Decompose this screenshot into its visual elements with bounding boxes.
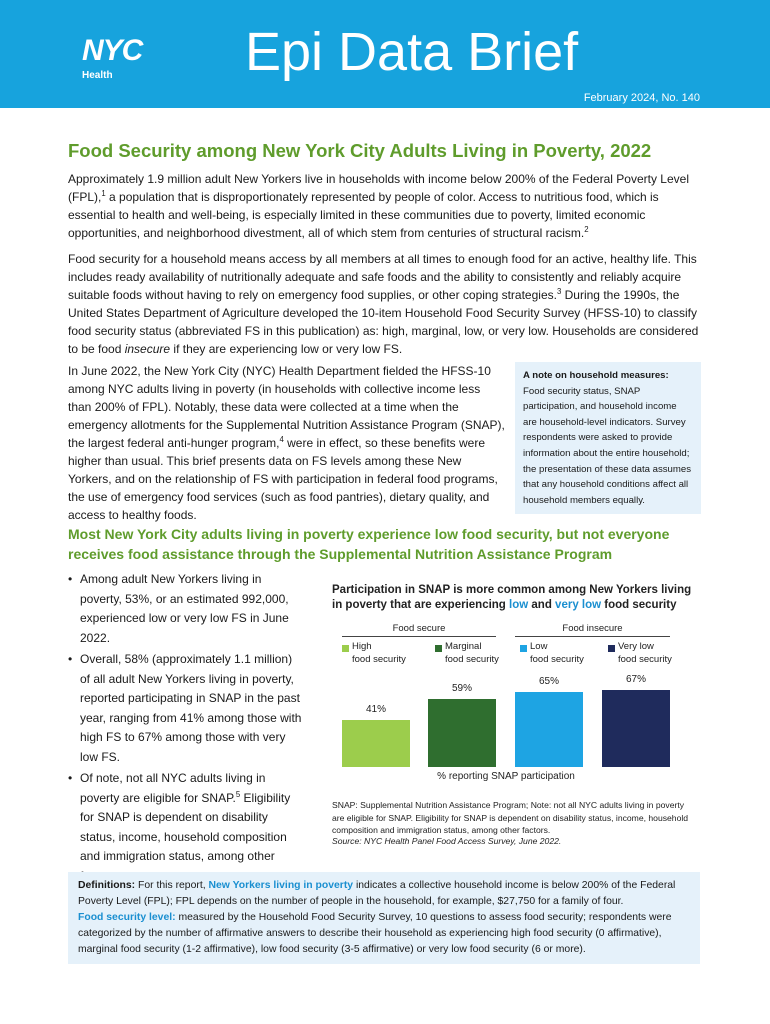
value-label: 41% <box>365 703 386 715</box>
note-title: A note on household measures: <box>523 370 669 381</box>
text-run: insecure <box>124 342 171 356</box>
header-band <box>0 0 770 108</box>
definition: Food security level: measured by the Hou… <box>78 910 690 958</box>
brief-title: Epi Data Brief <box>245 22 579 82</box>
bar <box>602 689 670 767</box>
text-run: For this report, <box>135 880 209 891</box>
legend-label: Low food security <box>530 641 584 665</box>
text-run: Approximately 1.9 million adult New York… <box>68 172 689 204</box>
issue-date: February 2024, No. 140 <box>583 92 700 104</box>
legend-label: Marginal food security <box>445 641 499 665</box>
text-run: Eligibility for SNAP is dependent on dis… <box>80 790 291 883</box>
value-label: 67% <box>625 673 646 685</box>
text-run: During the 1990s, the United States Depa… <box>68 288 699 356</box>
footnote-ref: 1 <box>101 189 106 198</box>
paragraph: In June 2022, the New York City (NYC) He… <box>68 362 506 524</box>
chart: Participation in SNAP is more common amo… <box>318 583 700 858</box>
logo-subtitle: Health <box>82 70 113 81</box>
document-title: Food Security among New York City Adults… <box>68 140 652 161</box>
bullet: Among adult New Yorkers living in povert… <box>68 570 304 648</box>
text-run: Food security level: <box>78 912 176 923</box>
text-run: Among adult New Yorkers living in povert… <box>80 572 289 645</box>
bullet: Overall, 58% (approximately 1.1 million)… <box>68 650 304 767</box>
value-label: 59% <box>451 683 472 695</box>
value-label: 65% <box>538 676 559 688</box>
chart-title: Participation in SNAP is more common amo… <box>332 583 692 613</box>
text-run: Definitions: <box>78 880 136 891</box>
bar <box>428 699 496 767</box>
text-run: Participation in SNAP is more common amo… <box>332 584 692 611</box>
section-heading: Most New York City adults living in pove… <box>68 526 670 562</box>
group-label: Food secure <box>342 623 496 637</box>
footnote-ref: 5 <box>235 789 241 799</box>
text-run: were in effect, so these benefits were h… <box>68 436 498 522</box>
intro: Approximately 1.9 million adult New York… <box>68 170 700 366</box>
bullet-list: Among adult New Yorkers living in povert… <box>68 570 304 888</box>
note-body: Food security status, SNAP participation… <box>523 385 691 506</box>
legend-swatch <box>342 645 349 652</box>
text-run: In June 2022, the New York City (NYC) He… <box>68 364 505 450</box>
text-run: Food security for a household means acce… <box>68 252 697 302</box>
text-run: measured by the Household Food Security … <box>78 912 672 955</box>
x-axis-label: % reporting SNAP participation <box>437 771 575 782</box>
legend-label: Very low food security <box>618 641 672 665</box>
footnote-ref: 2 <box>584 225 589 234</box>
bar <box>342 719 410 767</box>
text-run: Of note, not all NYC adults living in po… <box>80 771 266 805</box>
chart-source: Source: NYC Health Panel Food Access Sur… <box>332 836 562 846</box>
paragraph: Food security for a household means acce… <box>68 250 700 358</box>
bullet: Of note, not all NYC adults living in po… <box>68 769 304 886</box>
text-run: Overall, 58% (approximately 1.1 million)… <box>80 652 302 764</box>
text-run: if they are experiencing low or very low… <box>170 342 403 356</box>
text-run: and <box>528 599 556 611</box>
chart-note: SNAP: Supplemental Nutrition Assistance … <box>332 800 689 835</box>
definitions-box: Definitions: For this report, New Yorker… <box>68 872 700 964</box>
footnote-ref: 3 <box>556 287 562 296</box>
group-label: Food insecure <box>515 623 670 637</box>
legend-label: High food security <box>352 641 406 665</box>
footnote-ref: 4 <box>279 435 284 444</box>
bar <box>515 692 583 767</box>
text-run: New Yorkers living in poverty <box>208 880 354 891</box>
text-run: low <box>509 599 529 611</box>
legend-swatch <box>520 645 527 652</box>
logo: NYC <box>82 34 143 67</box>
note-box: A note on household measures: Food secur… <box>515 362 701 515</box>
text-run: very low <box>555 599 602 611</box>
legend-swatch <box>608 645 615 652</box>
text-run: indicates a collective household income … <box>78 880 676 907</box>
paragraph: Approximately 1.9 million adult New York… <box>68 170 700 242</box>
legend-swatch <box>435 645 442 652</box>
text-run: a population that is disproportionately … <box>68 190 659 240</box>
definition: Definitions: For this report, New Yorker… <box>78 878 690 910</box>
text-run: food security <box>601 599 677 611</box>
